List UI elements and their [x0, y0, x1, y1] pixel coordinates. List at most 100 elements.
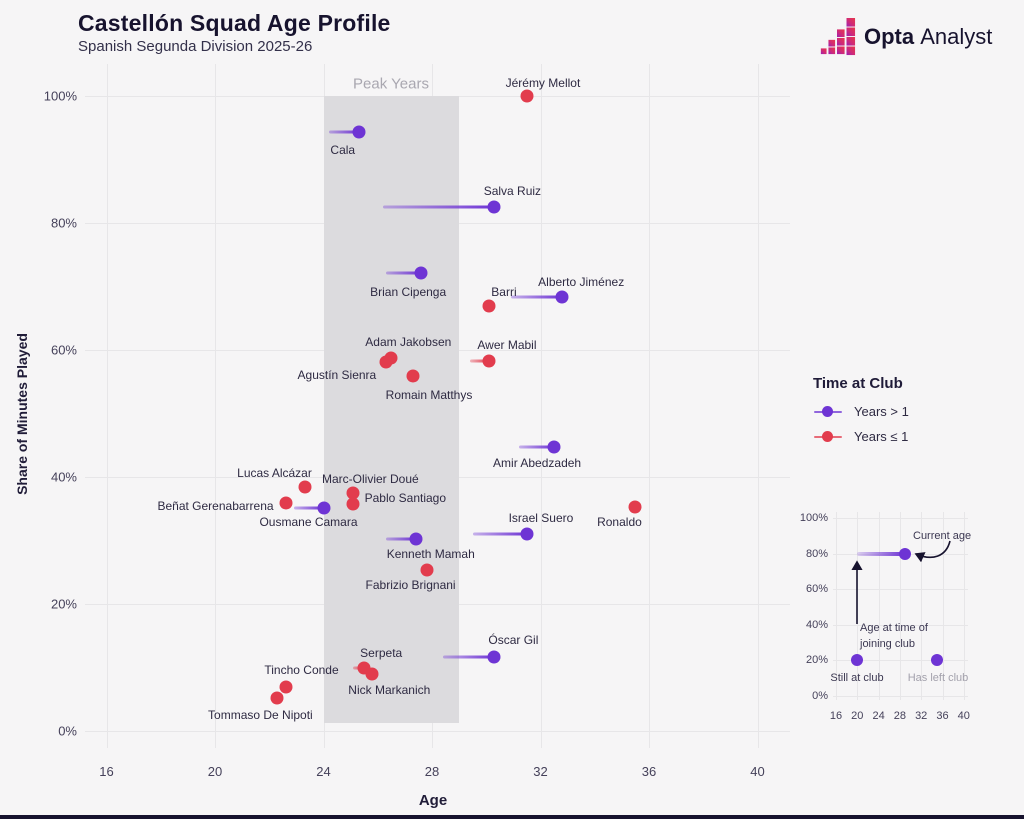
join-tenure-line [472, 532, 527, 536]
player-dot [279, 496, 293, 510]
player-label: Amir Abedzadeh [493, 456, 582, 471]
x-tick-label: 20 [207, 764, 223, 779]
inset-y-tick-label: 40% [805, 618, 828, 631]
player-label: Nick Markanich [348, 682, 431, 697]
player-dot [279, 680, 293, 694]
x-axis-title: Age [418, 792, 448, 809]
player-label: Kenneth Mamah [386, 547, 475, 562]
player-label: Brian Cipenga [370, 285, 447, 300]
legend-label: Years ≤ 1 [854, 429, 909, 444]
player-dot [406, 369, 420, 383]
y-tick-label: 20% [50, 596, 77, 612]
inset-gridline-x [836, 512, 837, 700]
page-subtitle: Spanish Segunda Division 2025-26 [78, 38, 313, 55]
player-label: Beñat Gerenabarrena [157, 499, 274, 514]
player-label: Pablo Santiago [364, 491, 447, 506]
player-label: Adam Jakobsen [365, 335, 452, 350]
player-label: Jérémy Mellot [505, 76, 581, 90]
inset-still-at-club-label: Still at club [830, 672, 884, 684]
player-dot [482, 354, 496, 368]
player-dot [298, 480, 311, 494]
inset-still-at-club-dot [851, 654, 864, 667]
inset-y-tick-label: 20% [805, 654, 828, 667]
join-tenure-line [510, 295, 563, 299]
inset-x-tick-label: 16 [829, 710, 843, 722]
player-dot [420, 563, 434, 577]
player-label: Alberto Jiménez [538, 275, 625, 290]
player-label: Serpeta [360, 646, 403, 661]
player-dot [520, 527, 534, 541]
legend-title: Time at Club [813, 375, 903, 392]
gridline-x [215, 64, 216, 748]
join-tenure-line [383, 205, 495, 209]
player-label: Óscar Gil [488, 632, 539, 647]
inset-current-age-dot [899, 547, 912, 560]
inset-y-tick-label: 60% [805, 583, 828, 596]
player-dot [352, 125, 366, 139]
inset-joining-age-label-line1: Age at time of [860, 622, 928, 634]
join-tenure-line [518, 445, 555, 449]
inset-gridline-x [921, 512, 923, 700]
join-tenure-line [385, 537, 416, 541]
inset-y-tick-label: 100% [799, 512, 828, 524]
x-tick-label: 24 [316, 764, 331, 779]
player-label: Marc-Olivier Doué [321, 471, 419, 486]
opta-analyst-logo: Opta Analyst [818, 18, 992, 56]
join-tenure-line [469, 359, 489, 363]
player-dot [270, 691, 284, 705]
y-tick-label: 60% [50, 342, 77, 358]
gridline-x [540, 64, 542, 748]
gridline-y [85, 731, 790, 732]
peak-years-band [323, 96, 460, 723]
player-label: Agustín Sienra [297, 368, 377, 383]
player-label: Cala [330, 143, 356, 158]
join-tenure-line [385, 271, 422, 275]
y-axis-title: Share of Minutes Played [14, 333, 30, 495]
player-label: Tincho Conde [264, 663, 339, 678]
inset-x-tick-label: 24 [872, 710, 885, 722]
player-dot [520, 89, 534, 103]
inset-gridline-x [942, 512, 944, 700]
gridline-x [106, 64, 108, 748]
x-tick-label: 36 [641, 764, 657, 779]
y-tick-label: 40% [50, 469, 77, 485]
player-label: Tommaso De Nipoti [208, 707, 313, 722]
page-title: Castellón Squad Age Profile [78, 10, 391, 36]
footer-accent-bar [0, 815, 1024, 819]
join-tenure-line [442, 655, 495, 659]
player-label: Ronaldo [597, 514, 642, 529]
player-dot [547, 440, 561, 454]
opta-stairs-icon [820, 18, 856, 56]
inset-y-tick-label: 0% [812, 690, 828, 702]
x-tick-label: 16 [99, 764, 114, 779]
player-label: Lucas Alcázar [237, 466, 312, 481]
y-tick-label: 100% [43, 88, 77, 104]
legend-marker-purple-icon [814, 405, 842, 418]
player-label: Fabrizio Brignani [365, 577, 456, 592]
inset-tenure-line [857, 551, 906, 556]
player-label: Barri [491, 285, 517, 300]
y-tick-label: 80% [50, 215, 77, 231]
inset-x-tick-label: 40 [957, 710, 970, 722]
inset-gridline-x [899, 512, 901, 700]
player-dot [487, 200, 501, 214]
gridline-x [649, 64, 650, 748]
inset-x-tick-label: 20 [851, 710, 864, 722]
peak-years-label: Peak Years [353, 75, 429, 93]
player-dot [365, 667, 379, 681]
inset-y-tick-label: 80% [805, 547, 828, 560]
inset-has-left-club-dot [931, 654, 944, 667]
player-label: Israel Suero [508, 511, 574, 526]
player-label: Romain Matthys [385, 388, 473, 403]
player-label: Salva Ruiz [483, 184, 542, 199]
player-label: Awer Mabil [477, 337, 537, 352]
inset-current-age-label: Current age [913, 530, 972, 542]
legend-item-years-le1: Years ≤ 1 [814, 429, 908, 444]
inset-x-tick-label: 28 [893, 710, 907, 722]
player-dot [409, 532, 423, 546]
x-tick-label: 28 [424, 764, 440, 779]
player-dot [346, 486, 360, 500]
x-tick-label: 32 [533, 764, 548, 779]
inset-x-tick-label: 36 [936, 710, 949, 722]
join-tenure-line [293, 506, 324, 510]
